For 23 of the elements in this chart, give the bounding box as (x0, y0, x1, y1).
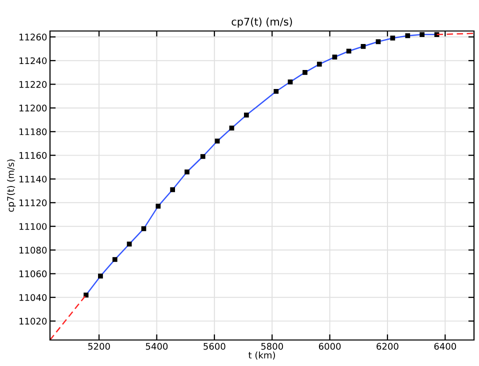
y-tick-label: 11100 (19, 223, 47, 230)
y-tick-label: 11220 (19, 81, 47, 88)
y-tick-label: 11060 (19, 270, 47, 278)
x-tick-label: 6400 (434, 342, 456, 350)
y-tick-label: 11200 (19, 104, 47, 112)
y-tick-label: 11260 (19, 34, 47, 40)
x-tick-label: 5400 (146, 342, 168, 350)
x-tick-label: 6200 (376, 342, 398, 350)
chart-title: cp7(t) (m/s) (232, 18, 292, 28)
y-tick-label: 11080 (19, 246, 47, 254)
x-tick-label: 5600 (204, 342, 226, 350)
y-tick-label: 11140 (19, 176, 47, 183)
y-tick-label: 11240 (19, 57, 47, 64)
y-tick-label: 11020 (19, 318, 47, 325)
x-tick-label: 5200 (88, 342, 110, 350)
y-axis-title: cp7(t) (m/s) (7, 160, 16, 212)
y-tick-label: 11040 (19, 294, 47, 301)
y-tick-label: 11160 (19, 152, 47, 159)
y-tick-label: 11180 (19, 128, 47, 136)
x-axis-title: t (km) (248, 352, 275, 360)
y-tick-label: 11120 (19, 199, 47, 206)
x-tick-label: 5800 (261, 342, 283, 350)
x-tick-label: 6000 (318, 342, 341, 350)
